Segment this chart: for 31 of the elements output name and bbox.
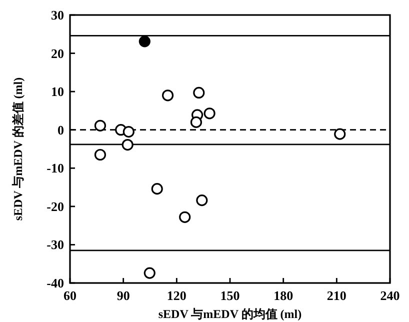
point (204, 108, 216, 120)
y-tick-label: -10 (46, 160, 64, 176)
point (196, 194, 208, 206)
point (151, 183, 163, 195)
y-tick-label: -20 (46, 198, 64, 214)
point (193, 86, 205, 99)
x-tick-label: 150 (220, 288, 240, 303)
point (179, 211, 191, 223)
x-tick-label: 180 (274, 288, 294, 303)
point (122, 138, 134, 151)
y-tick-label: 20 (51, 46, 64, 61)
point (334, 128, 346, 140)
x-tick-label: 240 (380, 288, 400, 303)
point (162, 90, 174, 102)
point (144, 267, 156, 279)
y-tick-label: 0 (58, 122, 64, 138)
x-tick-label: 90 (116, 288, 130, 303)
x-axis-title: sEDV 与mEDV 的均值 (ml) (158, 307, 302, 321)
point (138, 36, 150, 48)
point (122, 126, 134, 138)
point (94, 120, 106, 132)
y-tick-label: 30 (51, 8, 64, 22)
y-tick-label: 10 (51, 84, 64, 100)
y-tick-label: -30 (46, 237, 64, 252)
y-axis-title: sEDV 与mEDV 的差值 (ml) (11, 77, 25, 221)
x-tick-label: 60 (64, 288, 76, 303)
point (190, 116, 202, 128)
point (94, 148, 106, 161)
y-tick-label: -40 (46, 276, 64, 290)
x-tick-label: 120 (166, 288, 186, 303)
x-tick-label: 210 (326, 288, 346, 303)
